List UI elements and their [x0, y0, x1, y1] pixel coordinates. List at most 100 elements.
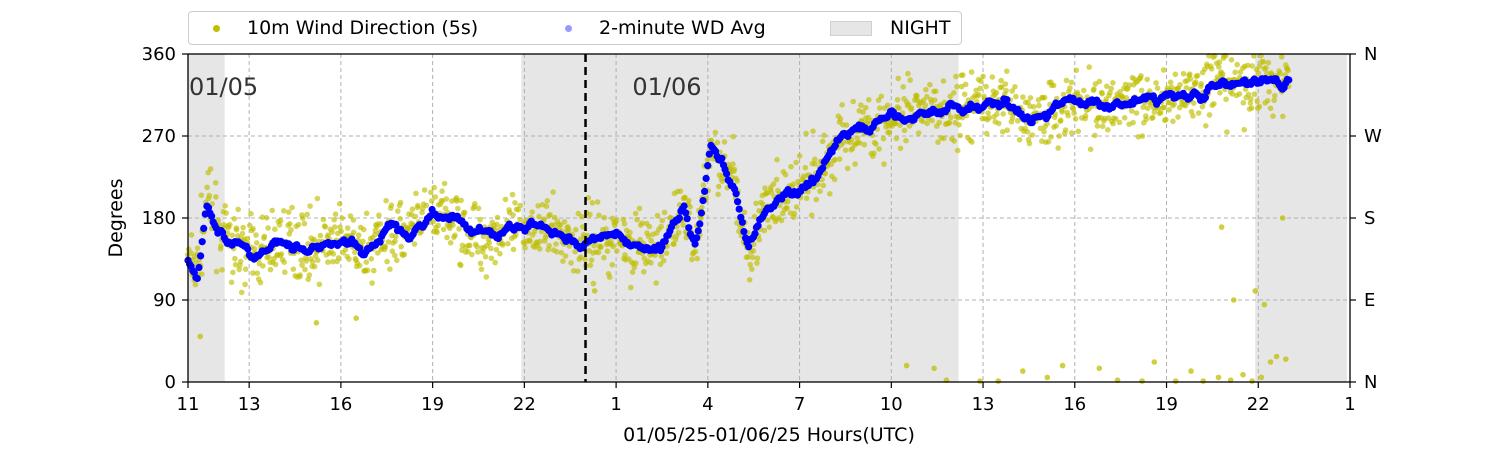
y2-tick-label: W — [1364, 126, 1382, 147]
wind-direction-point — [1002, 81, 1009, 87]
wind-direction-point — [1031, 104, 1037, 110]
wind-direction-point — [536, 246, 543, 252]
wind-direction-point — [1153, 80, 1159, 86]
wind-direction-point — [510, 246, 517, 253]
wind-direction-outlier — [1172, 378, 1179, 384]
wind-direction-outlier — [995, 378, 1002, 384]
wind-direction-point — [1144, 105, 1151, 111]
wind-direction-point — [572, 248, 578, 255]
wd-avg-point — [195, 263, 203, 272]
wind-direction-point — [692, 248, 699, 255]
wind-direction-point — [606, 274, 613, 281]
wind-direction-point — [281, 259, 288, 266]
wind-direction-point — [927, 81, 933, 88]
wind-direction-point — [430, 218, 437, 225]
wind-direction-point — [760, 201, 766, 208]
wd-avg-point — [691, 240, 699, 248]
wind-direction-point — [734, 178, 740, 184]
wind-direction-point — [415, 202, 421, 209]
wind-direction-point — [364, 267, 371, 274]
wind-direction-point — [936, 119, 942, 126]
wind-direction-point — [1117, 89, 1123, 95]
wind-direction-point — [477, 260, 484, 267]
wind-direction-point — [218, 243, 224, 249]
wind-direction-point — [558, 249, 565, 256]
wind-direction-point — [730, 133, 737, 140]
wind-direction-point — [493, 246, 500, 253]
wind-direction-point — [1121, 115, 1128, 121]
wd-avg-point — [718, 154, 726, 162]
wind-direction-point — [1075, 128, 1082, 135]
wind-direction-point — [331, 224, 338, 230]
wind-direction-point — [905, 70, 911, 77]
wind-direction-outlier — [1283, 356, 1289, 363]
wind-direction-point — [458, 262, 464, 269]
wind-direction-point — [636, 205, 643, 212]
wind-direction-point — [331, 216, 338, 223]
wind-direction-point — [204, 184, 210, 191]
wind-direction-point — [1192, 79, 1199, 85]
wind-direction-point — [188, 250, 194, 256]
wind-direction-point — [778, 217, 785, 224]
wind-direction-point — [1003, 87, 1009, 94]
wind-direction-point — [1199, 103, 1206, 110]
wind-direction-point — [762, 185, 768, 191]
legend-label-wind-direction: 10m Wind Direction (5s) — [247, 17, 479, 39]
wd-avg-point — [735, 205, 743, 213]
wind-direction-point — [1248, 105, 1255, 111]
wind-direction-point — [1219, 71, 1226, 77]
wind-direction-point — [850, 98, 856, 105]
wind-direction-point — [956, 122, 962, 128]
wind-direction-point — [1187, 76, 1194, 82]
wind-direction-point — [953, 73, 959, 80]
wind-direction-point — [435, 222, 441, 229]
wind-direction-point — [908, 105, 915, 111]
y2-tick-label: N — [1364, 44, 1377, 65]
wind-direction-point — [389, 248, 396, 254]
wd-avg-point — [819, 164, 827, 172]
wind-direction-point — [568, 260, 574, 266]
wind-direction-point — [1140, 104, 1146, 110]
wind-direction-point — [856, 140, 863, 146]
wind-direction-point — [315, 257, 321, 264]
wind-direction-point — [1241, 126, 1247, 133]
wind-direction-point — [894, 96, 901, 103]
wind-direction-point — [1170, 118, 1176, 125]
wind-direction-point — [951, 90, 957, 96]
wind-direction-point — [454, 198, 460, 204]
wind-direction-point — [700, 182, 707, 188]
wind-direction-point — [1247, 100, 1254, 106]
wind-direction-point — [312, 253, 319, 259]
wd-avg-point — [701, 187, 709, 195]
wind-direction-point — [350, 217, 357, 223]
wd-avg-point — [1003, 96, 1011, 104]
wind-direction-point — [1175, 114, 1181, 120]
wind-direction-point — [339, 215, 345, 221]
wind-direction-point — [1133, 110, 1140, 116]
wind-direction-point — [1188, 108, 1195, 115]
wind-direction-point — [272, 226, 278, 232]
wind-direction-point — [793, 159, 799, 166]
wind-direction-point — [1026, 140, 1033, 147]
wind-direction-point — [263, 215, 270, 221]
wind-direction-point — [940, 78, 947, 84]
wind-direction-point — [535, 203, 541, 209]
wind-direction-point — [235, 206, 241, 213]
wind-direction-point — [543, 203, 550, 210]
wind-direction-point — [240, 224, 246, 231]
wind-direction-point — [330, 251, 337, 257]
wind-direction-point — [1110, 120, 1116, 127]
wind-direction-point — [1190, 100, 1197, 106]
wind-direction-point — [1067, 85, 1073, 91]
wind-direction-point — [392, 238, 398, 244]
wind-direction-point — [791, 210, 798, 217]
wd-avg-point — [200, 224, 208, 232]
y2-tick-label: E — [1364, 290, 1375, 311]
wind-direction-point — [1094, 123, 1101, 129]
wind-direction-point — [393, 233, 399, 240]
wind-direction-point — [1138, 87, 1145, 94]
wind-direction-outlier — [313, 320, 320, 326]
wind-direction-point — [395, 208, 401, 214]
wind-direction-point — [388, 202, 395, 208]
wind-direction-point — [260, 263, 266, 269]
